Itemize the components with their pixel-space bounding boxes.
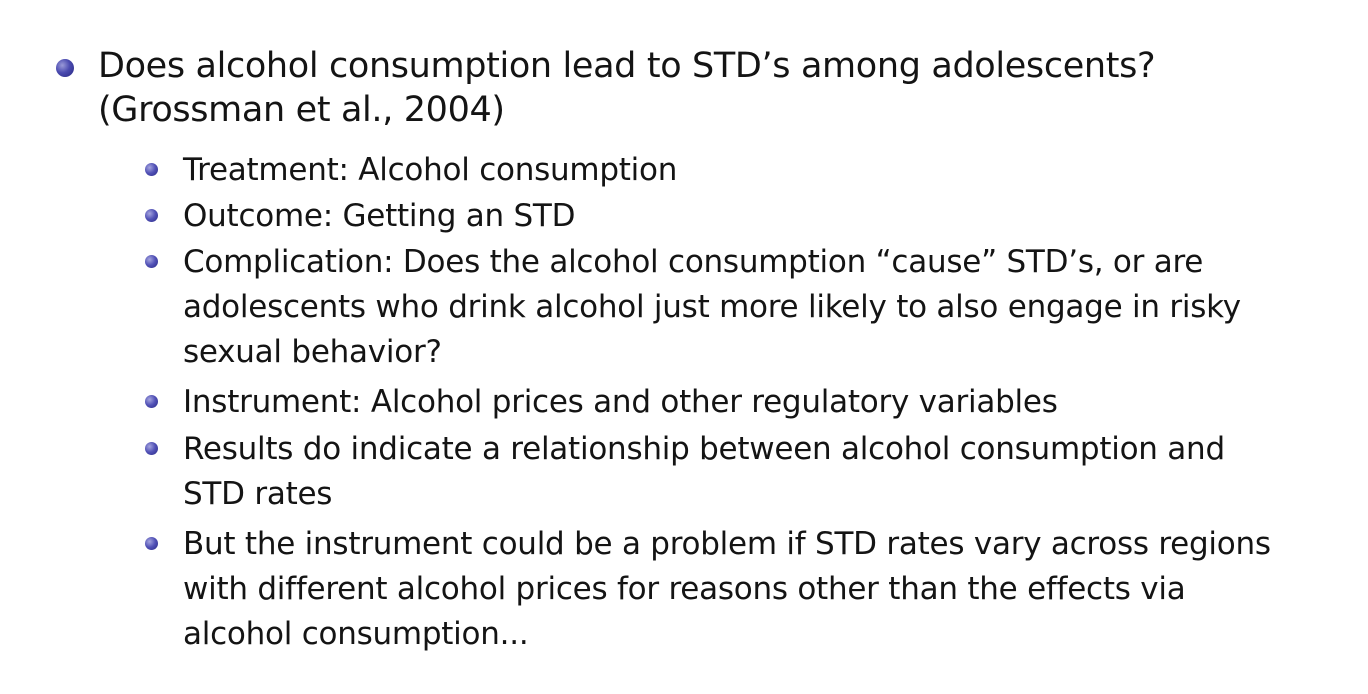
sub-bullet-text: Treatment: Alcohol consumption xyxy=(183,152,678,188)
sub-bullet-text: Results do indicate a relationship betwe… xyxy=(183,431,1225,512)
sub-bullet-text: Instrument: Alcohol prices and other reg… xyxy=(183,384,1058,420)
sub-bullet-text: Complication: Does the alcohol consumpti… xyxy=(183,244,1241,370)
main-bullet-text: Does alcohol consumption lead to STD’s a… xyxy=(98,46,1156,130)
sub-bullet-text: Outcome: Getting an STD xyxy=(183,198,576,234)
sub-bullet-icon xyxy=(145,163,158,176)
sub-bullet-icon xyxy=(145,395,158,408)
sub-bullet-icon xyxy=(145,209,158,222)
bullet-icon xyxy=(56,59,74,77)
sub-bullet-icon xyxy=(145,537,158,550)
sub-bullet-text: But the instrument could be a problem if… xyxy=(183,526,1271,652)
sub-bullet-icon xyxy=(145,442,158,455)
sub-bullet-icon xyxy=(145,255,158,268)
